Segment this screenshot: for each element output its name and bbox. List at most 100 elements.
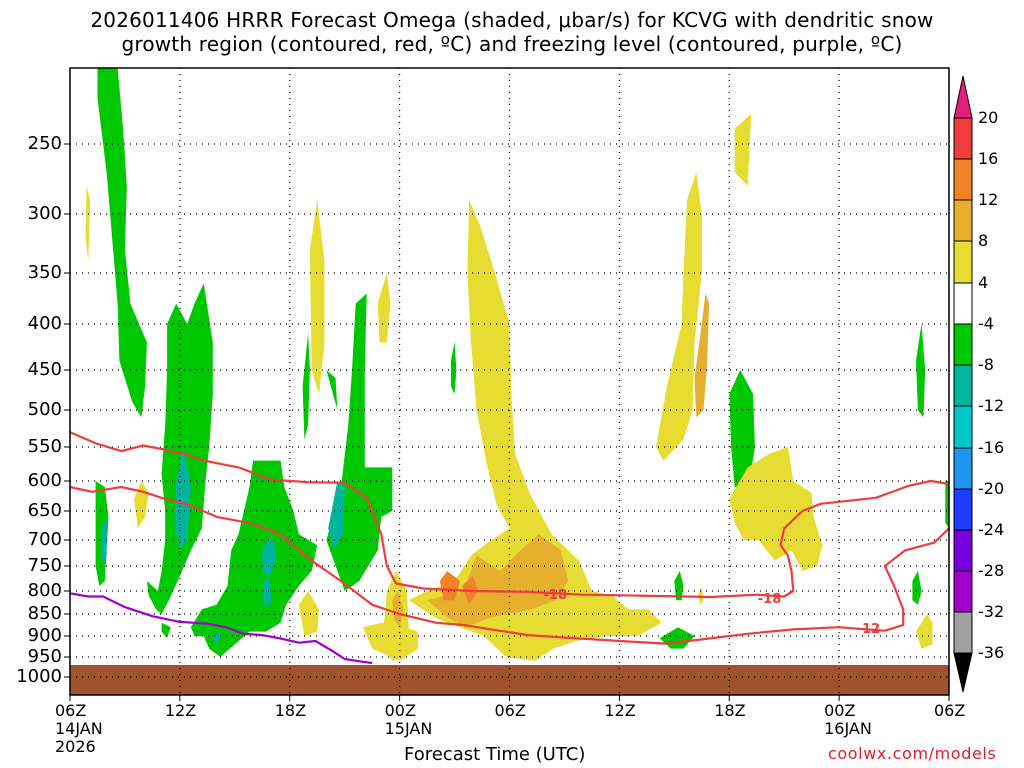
colorbar-swatch-4 (953, 282, 973, 325)
freezing-level-contour (69, 592, 373, 665)
omega-region-21 (326, 370, 338, 410)
omega-region-26 (298, 591, 319, 636)
colorbar-swatch-8 (953, 447, 973, 490)
colorbar-label: -36 (978, 643, 1005, 662)
colorbar-label: -32 (978, 602, 1005, 621)
omega-region-9 (674, 571, 684, 601)
colorbar-bottom-arrow (953, 652, 973, 693)
contour-label: -18 (544, 588, 568, 603)
omega-region-0 (97, 68, 147, 418)
omega-region-36 (694, 293, 710, 418)
y-tick-label: 400 (27, 313, 62, 334)
colorbar-label: -4 (978, 314, 994, 333)
omega-region-4 (190, 460, 318, 657)
x-tick-label: 12Z (164, 701, 197, 720)
omega-region-17 (211, 631, 222, 645)
y-tick-label: 250 (27, 133, 62, 154)
colorbar-swatch-10 (953, 529, 973, 572)
y-tick-label: 550 (27, 436, 62, 457)
colorbar-label: 12 (978, 190, 999, 209)
source-credit: coolwx.com/models (828, 744, 997, 763)
omega-region-10 (659, 627, 695, 649)
colorbar-label: 8 (978, 231, 989, 250)
y-tick-label: 1000 (16, 666, 62, 687)
colorbar-swatch-7 (953, 405, 973, 449)
omega-region-16 (174, 447, 191, 551)
chart-title-line1: 2026011406 HRRR Forecast Omega (shaded, … (90, 8, 934, 32)
omega-region-35 (427, 534, 569, 628)
omega-region-23 (134, 481, 149, 529)
omega-region-32 (698, 586, 704, 605)
colorbar-swatch-11 (953, 570, 973, 613)
x-tick-label: 06Z 14JAN 2026 (55, 701, 103, 756)
omega-region-31 (734, 113, 752, 186)
x-tick-label: 00Z 15JAN (384, 701, 433, 738)
plot-border (69, 67, 950, 696)
omega-region-33 (729, 447, 823, 571)
omega-region-20 (328, 481, 345, 551)
colorbar-swatch-0 (953, 117, 973, 160)
chart-title-line2: growth region (contoured, red, ºC) and f… (121, 32, 903, 56)
omega-region-28 (408, 200, 662, 661)
y-tick-label: 500 (27, 399, 62, 420)
colorbar-swatch-9 (953, 488, 973, 531)
omega-region-14 (945, 481, 949, 529)
omega-region-24 (309, 200, 325, 394)
omega-region-12 (912, 571, 922, 605)
colorbar-swatch-2 (953, 199, 973, 242)
colorbar-label: -12 (978, 396, 1005, 415)
y-tick-label: 850 (27, 603, 62, 624)
y-tick-label: 900 (27, 625, 62, 646)
omega-region-5 (302, 333, 310, 440)
x-tick-label: 00Z 16JAN (824, 701, 872, 738)
omega-region-25 (377, 273, 391, 343)
omega-region-30 (656, 172, 702, 461)
y-tick-label: 450 (27, 359, 62, 380)
colorbar-swatch-6 (953, 364, 973, 407)
y-tick-label: 950 (27, 646, 62, 667)
y-tick-label: 800 (27, 580, 62, 601)
omega-region-15 (101, 516, 107, 566)
x-tick-label: 06Z (494, 701, 526, 720)
y-tick-label: 350 (27, 262, 62, 283)
colorbar-label: 20 (978, 108, 999, 127)
dgz-contour-m18 (69, 485, 950, 645)
x-tick-label: 06Z (934, 701, 966, 720)
omega-region-11 (729, 370, 755, 493)
chart-title: 2026011406 HRRR Forecast Omega (shaded, … (0, 8, 1024, 56)
colorbar-top-arrow (953, 75, 973, 119)
colorbar-swatch-5 (953, 323, 973, 366)
omega-shading (85, 68, 949, 661)
omega-region-19 (262, 576, 272, 610)
omega-region-34 (916, 614, 933, 649)
y-tick-label: 650 (27, 500, 62, 521)
y-tick-label: 750 (27, 555, 62, 576)
omega-region-7 (450, 342, 457, 394)
omega-region-2 (146, 283, 213, 614)
colorbar-label: -8 (978, 355, 994, 374)
colorbar-label: -28 (978, 561, 1005, 580)
dgz-contour-m12 (69, 431, 950, 599)
omega-region-13 (916, 324, 926, 418)
colorbar-swatch-3 (953, 240, 973, 284)
colorbar-label: -24 (978, 520, 1005, 539)
x-tick-label: 18Z (274, 701, 307, 720)
colorbar-label: -20 (978, 479, 1005, 498)
x-axis-label: Forecast Time (UTC) (404, 744, 586, 765)
y-tick-label: 300 (27, 203, 62, 224)
y-tick-label: 700 (27, 529, 62, 550)
colorbar-label: -16 (978, 438, 1005, 457)
colorbar-label: 16 (978, 149, 999, 168)
omega-region-37 (392, 591, 404, 628)
omega-region-38 (439, 571, 461, 601)
colorbar-swatch-1 (953, 158, 973, 201)
y-tick-label: 600 (27, 470, 62, 491)
omega-region-3 (161, 622, 171, 639)
plot-frame (69, 67, 950, 696)
colorbar-swatch-12 (953, 611, 973, 654)
colorbar (953, 75, 973, 693)
omega-region-22 (85, 186, 91, 262)
x-tick-label: 18Z (714, 701, 746, 720)
x-tick-label: 12Z (604, 701, 636, 720)
